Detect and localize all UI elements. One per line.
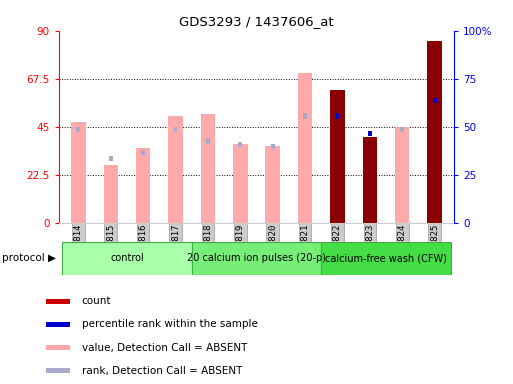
Bar bbox=[173, 127, 177, 132]
Text: rank, Detection Call = ABSENT: rank, Detection Call = ABSENT bbox=[82, 366, 242, 376]
Text: control: control bbox=[110, 253, 144, 263]
Bar bbox=[168, 116, 183, 223]
Text: percentile rank within the sample: percentile rank within the sample bbox=[82, 319, 258, 329]
Bar bbox=[201, 114, 215, 223]
Bar bbox=[233, 144, 248, 223]
Bar bbox=[321, 242, 451, 275]
Bar bbox=[298, 73, 312, 223]
Title: GDS3293 / 1437606_at: GDS3293 / 1437606_at bbox=[179, 15, 334, 28]
Bar bbox=[330, 91, 345, 223]
Bar bbox=[363, 137, 377, 223]
Bar bbox=[109, 156, 113, 161]
Bar bbox=[303, 113, 307, 119]
Text: value, Detection Call = ABSENT: value, Detection Call = ABSENT bbox=[82, 343, 247, 353]
Bar bbox=[395, 127, 409, 223]
Bar bbox=[46, 299, 70, 304]
Bar bbox=[46, 322, 70, 327]
Bar bbox=[141, 150, 145, 155]
Bar bbox=[239, 142, 242, 147]
Bar bbox=[271, 144, 274, 149]
Text: count: count bbox=[82, 296, 111, 306]
Bar bbox=[104, 165, 118, 223]
Bar bbox=[192, 242, 321, 275]
Bar bbox=[136, 148, 150, 223]
Bar bbox=[432, 98, 437, 103]
Bar bbox=[71, 122, 86, 223]
Bar bbox=[265, 146, 280, 223]
Bar bbox=[427, 41, 442, 223]
Bar bbox=[46, 345, 70, 350]
Text: 20 calcium ion pulses (20-p): 20 calcium ion pulses (20-p) bbox=[187, 253, 326, 263]
Text: calcium-free wash (CFW): calcium-free wash (CFW) bbox=[325, 253, 447, 263]
Bar bbox=[336, 113, 340, 119]
Bar bbox=[400, 127, 404, 132]
Text: protocol ▶: protocol ▶ bbox=[2, 253, 56, 263]
Bar bbox=[206, 138, 210, 144]
Bar bbox=[62, 242, 192, 275]
Bar bbox=[76, 127, 81, 132]
Bar bbox=[368, 131, 372, 136]
Bar bbox=[46, 368, 70, 373]
